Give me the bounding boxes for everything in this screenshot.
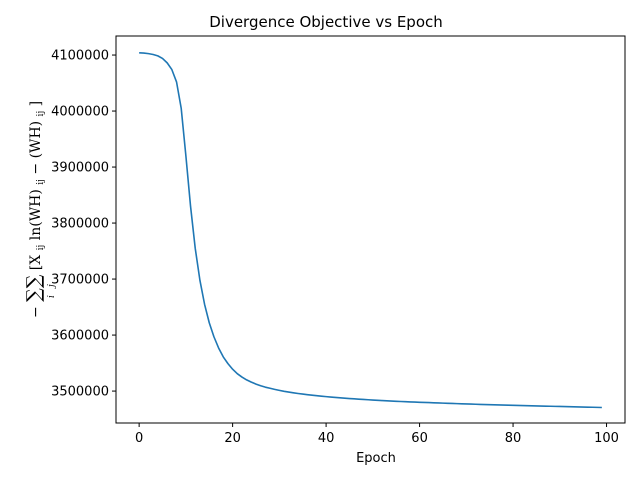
y-tick-label: 3500000 [51, 385, 109, 400]
ylabel-body: [X [28, 255, 44, 270]
chart-title: Divergence Objective vs Epoch [209, 13, 443, 31]
axes-frame [115, 35, 626, 424]
x-tick-label: 20 [224, 431, 241, 446]
x-axis-label: Epoch [356, 451, 396, 466]
ylabel-ln-sub: ij [36, 179, 46, 185]
x-tick-label: 0 [135, 431, 143, 446]
x-axis-ticks: 0 20 40 60 80 100 [135, 423, 619, 446]
y-tick-label: 3600000 [51, 329, 109, 344]
y-axis-ticks: 3500000 3600000 3700000 3800000 3900000 40000… [51, 49, 116, 400]
x-tick-label: 60 [411, 431, 428, 446]
plot-area [139, 52, 602, 409]
ylabel-body-sub: ij [36, 245, 46, 251]
x-tick-label: 80 [505, 431, 522, 446]
y-axis-label: − ∑∑ [X ij ln(WH) ij − (WH) ij ] i j [23, 101, 57, 318]
ylabel-tail: − (WH) [28, 121, 44, 175]
ylabel-minus: − [28, 306, 44, 318]
svg-text:− ∑∑ [X ij: − ∑∑ [X ij ln(WH) ij − (WH) ij ] [23, 101, 47, 318]
y-tick-label: 4000000 [51, 105, 109, 120]
ylabel-tail-sub: ij [36, 111, 46, 117]
ylabel-sums: ∑∑ [23, 274, 45, 302]
x-tick-label: 100 [594, 431, 619, 446]
y-tick-label: 3900000 [51, 161, 109, 176]
ylabel-sub-i: i [47, 295, 57, 298]
ylabel-close: ] [28, 101, 44, 106]
y-tick-label: 3700000 [51, 273, 109, 288]
y-tick-label: 3800000 [51, 217, 109, 232]
series-line-0 [139, 52, 602, 409]
ylabel-ln: ln(WH) [28, 189, 44, 240]
ylabel-sub-j: j [47, 284, 57, 289]
x-tick-label: 40 [318, 431, 335, 446]
y-tick-label: 4100000 [51, 49, 109, 64]
